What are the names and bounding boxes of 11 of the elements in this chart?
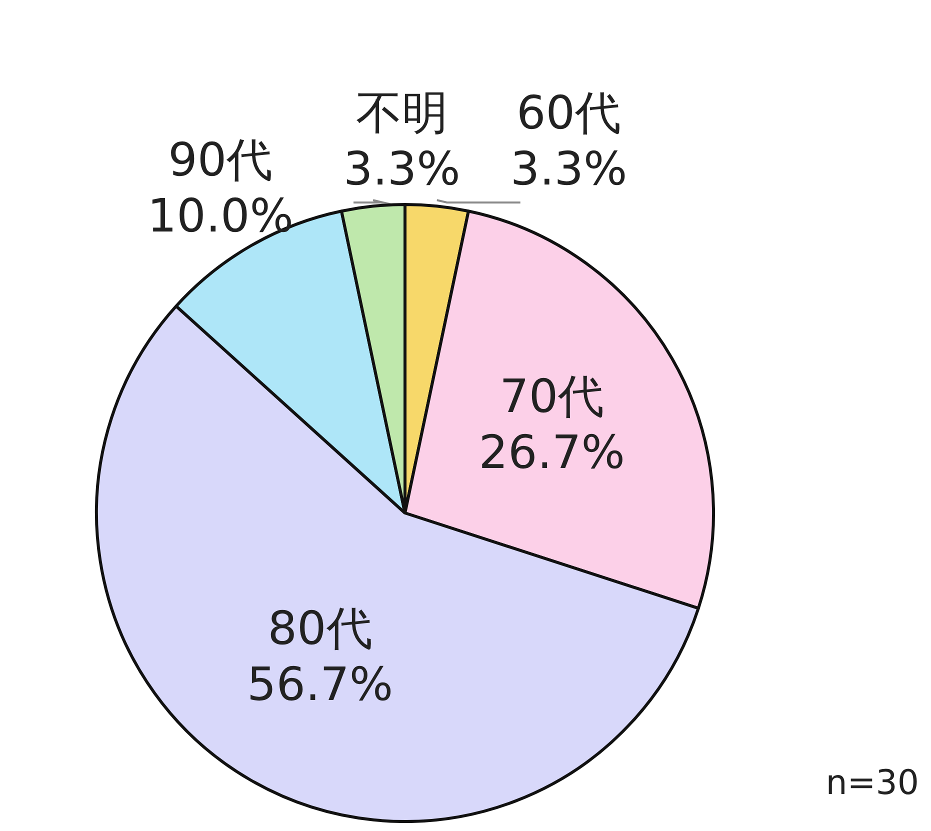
data-label: 56.7%	[246, 656, 394, 711]
data-label: 3.3%	[343, 141, 460, 196]
data-label: 26.7%	[478, 424, 625, 479]
slice-label: 90代	[168, 132, 273, 187]
slice-label: 不明	[356, 85, 448, 140]
data-label: 3.3%	[510, 141, 628, 196]
slice-label: 60代	[516, 85, 622, 140]
data-label: 10.0%	[147, 188, 294, 243]
text: n=30	[826, 763, 919, 803]
slice-label: 80代	[268, 600, 372, 655]
slice-label: 70代	[500, 368, 604, 423]
